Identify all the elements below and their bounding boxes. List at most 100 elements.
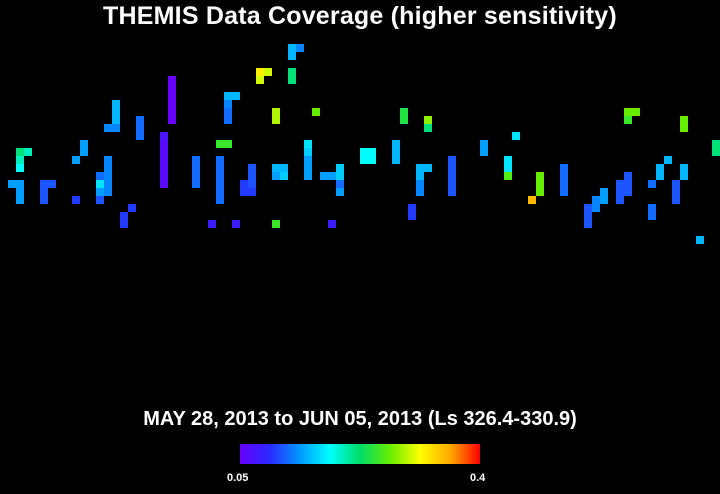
coverage-cell (216, 180, 224, 188)
coverage-cell (192, 172, 200, 180)
coverage-cell (536, 172, 544, 180)
coverage-cell (16, 180, 24, 188)
coverage-cell (40, 180, 48, 188)
coverage-cell (216, 188, 224, 196)
coverage-cell (216, 196, 224, 204)
coverage-cell (296, 44, 304, 52)
coverage-cell (224, 140, 232, 148)
coverage-cell (136, 116, 144, 124)
coverage-cell (248, 180, 256, 188)
coverage-cell (368, 148, 376, 156)
coverage-cell (600, 188, 608, 196)
coverage-cell (104, 124, 112, 132)
coverage-cell (648, 180, 656, 188)
coverage-cell (40, 196, 48, 204)
coverage-cell (288, 52, 296, 60)
coverage-cell (112, 108, 120, 116)
coverage-cell (680, 164, 688, 172)
coverage-cell (80, 140, 88, 148)
coverage-cell (680, 124, 688, 132)
coverage-cell (96, 188, 104, 196)
coverage-cell (168, 84, 176, 92)
coverage-cell (256, 76, 264, 84)
coverage-cell (536, 188, 544, 196)
coverage-cell (400, 116, 408, 124)
coverage-cell (320, 172, 328, 180)
coverage-cell (584, 212, 592, 220)
coverage-cell (248, 164, 256, 172)
coverage-cell (216, 172, 224, 180)
coverage-cell (448, 156, 456, 164)
coverage-cell (624, 180, 632, 188)
coverage-cell (584, 204, 592, 212)
coverage-cell (360, 156, 368, 164)
coverage-cell (448, 164, 456, 172)
coverage-cell (664, 156, 672, 164)
coverage-cell (672, 188, 680, 196)
coverage-cell (616, 180, 624, 188)
coverage-cell (656, 172, 664, 180)
coverage-cell (224, 108, 232, 116)
coverage-cell (672, 180, 680, 188)
coverage-cell (48, 180, 56, 188)
coverage-cell (280, 172, 288, 180)
coverage-cell (272, 108, 280, 116)
coverage-cell (224, 100, 232, 108)
coverage-cell (504, 156, 512, 164)
coverage-cell (160, 164, 168, 172)
coverage-cell (96, 180, 104, 188)
coverage-cell (40, 188, 48, 196)
coverage-cell (160, 140, 168, 148)
coverage-cell (168, 108, 176, 116)
coverage-cell (160, 180, 168, 188)
coverage-cell (400, 108, 408, 116)
coverage-cell (248, 172, 256, 180)
coverage-cell (72, 156, 80, 164)
coverage-cell (712, 148, 720, 156)
coverage-cell (624, 172, 632, 180)
coverage-cell (584, 220, 592, 228)
coverage-cell (168, 116, 176, 124)
coverage-cell (16, 148, 24, 156)
coverage-cell (96, 196, 104, 204)
coverage-cell (624, 108, 632, 116)
coverage-cell (416, 188, 424, 196)
coverage-cell (112, 100, 120, 108)
coverage-cell (168, 92, 176, 100)
coverage-cell (448, 180, 456, 188)
coverage-cell (304, 148, 312, 156)
coverage-cell (224, 116, 232, 124)
coverage-cell (256, 68, 264, 76)
coverage-cell (104, 164, 112, 172)
coverage-cell (624, 116, 632, 124)
coverage-cell (136, 132, 144, 140)
coverage-cell (136, 124, 144, 132)
coverage-cell (392, 140, 400, 148)
coverage-cell (656, 164, 664, 172)
coverage-cell (480, 140, 488, 148)
coverage-cell (512, 132, 520, 140)
coverage-cell (336, 180, 344, 188)
coverage-cell (648, 204, 656, 212)
coverage-cell (240, 188, 248, 196)
coverage-cell (104, 180, 112, 188)
coverage-cell (392, 148, 400, 156)
coverage-cell (600, 196, 608, 204)
coverage-cell (96, 172, 104, 180)
coverage-cell (248, 188, 256, 196)
coverage-cell (424, 124, 432, 132)
coverage-cell (312, 108, 320, 116)
coverage-cell (680, 172, 688, 180)
coverage-cell (216, 140, 224, 148)
coverage-cell (280, 164, 288, 172)
coverage-cell (408, 212, 416, 220)
coverage-cell (528, 196, 536, 204)
coverage-cell (560, 180, 568, 188)
coverage-cell (624, 188, 632, 196)
coverage-cell (120, 220, 128, 228)
coverage-cell (208, 220, 216, 228)
coverage-cell (328, 172, 336, 180)
coverage-cell (272, 172, 280, 180)
coverage-cell (288, 68, 296, 76)
coverage-cell (160, 172, 168, 180)
